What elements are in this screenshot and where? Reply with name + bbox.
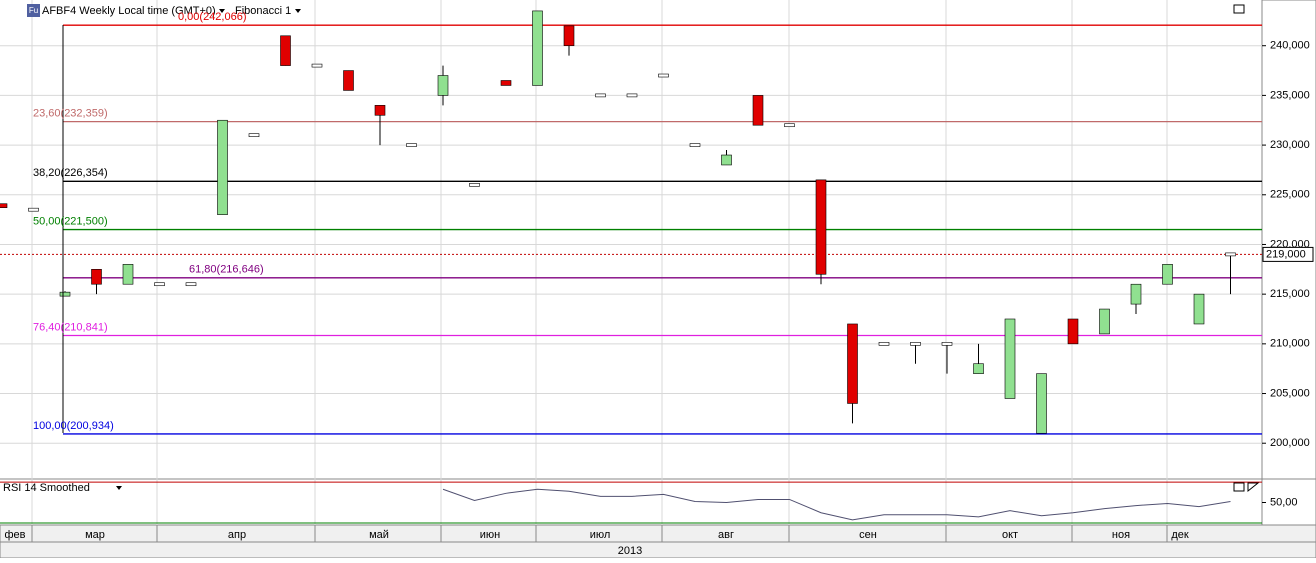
- maximize-button[interactable]: [1233, 4, 1245, 14]
- x-tick-label: мар: [85, 529, 105, 541]
- candle-body: [721, 154, 732, 166]
- rsi-title: RSI 14 Smoothed: [3, 482, 90, 494]
- candle-body: [248, 133, 260, 137]
- candle-body: [469, 183, 480, 187]
- candle-body: [784, 123, 795, 128]
- last-price-box: [1262, 246, 1314, 262]
- candle-body: [1162, 264, 1173, 285]
- candle-body: [28, 207, 39, 212]
- dropdown-arrow[interactable]: [295, 9, 301, 13]
- header-study[interactable]: Fibonacci 1: [235, 5, 291, 17]
- fib-label: 0,00(242,066): [178, 11, 247, 23]
- candle-body: [1225, 252, 1236, 257]
- y-tick-label: 205,000: [1270, 387, 1310, 399]
- x-tick-label: сен: [859, 529, 877, 541]
- y-tick-label: 240,000: [1270, 40, 1310, 52]
- x-tick-label: окт: [1002, 529, 1018, 541]
- candle-body: [59, 291, 71, 297]
- candle-body: [1004, 318, 1016, 399]
- price-axis: [1261, 0, 1316, 526]
- x-tick-label: июл: [590, 529, 611, 541]
- grid: [0, 0, 1262, 542]
- candle-body: [847, 323, 858, 404]
- candle-body: [217, 119, 228, 215]
- candle-body: [626, 93, 638, 98]
- candle-body: [500, 80, 512, 86]
- candle-body: [1130, 283, 1142, 305]
- header-title[interactable]: AFBF4 Weekly Local time (GMT+0): [42, 5, 216, 17]
- y-tick-label: 210,000: [1270, 338, 1310, 350]
- fib-label: 100,00(200,934): [33, 420, 114, 432]
- collapse-button[interactable]: [1247, 482, 1260, 493]
- candle-body: [154, 282, 165, 287]
- x-tick-label: дек: [1171, 529, 1189, 541]
- candle-body: [343, 70, 354, 91]
- rsi-line: [442, 488, 1231, 521]
- candle-body: [91, 269, 102, 285]
- candle-body: [0, 203, 8, 208]
- fib-label: 38,20(226,354): [33, 167, 108, 179]
- candle-body: [122, 264, 134, 285]
- candle-body: [374, 105, 386, 116]
- candle-body: [185, 282, 197, 287]
- candle-body: [878, 342, 890, 346]
- candle-body: [658, 73, 669, 78]
- maximize-button[interactable]: [1233, 482, 1245, 492]
- candle-body: [437, 75, 449, 96]
- candle-body: [1067, 318, 1079, 345]
- last-price-label: 219,000: [1266, 248, 1306, 260]
- x-tick-label: авг: [718, 529, 734, 541]
- candle-body: [595, 93, 606, 98]
- y-tick-label: 235,000: [1270, 89, 1310, 101]
- candle-body: [689, 143, 701, 147]
- candle-body: [973, 363, 984, 374]
- x-tick-label: май: [369, 529, 389, 541]
- fib-label: 61,80(216,646): [189, 264, 264, 276]
- y-tick-label: 225,000: [1270, 189, 1310, 201]
- candle-body: [311, 63, 323, 68]
- candle-body: [563, 25, 575, 47]
- y-tick-label: 215,000: [1270, 288, 1310, 300]
- candle-body: [910, 342, 921, 346]
- candle-body: [1193, 293, 1205, 325]
- candle-body: [406, 143, 417, 147]
- x-tick-label: ноя: [1112, 529, 1130, 541]
- candle-body: [1099, 308, 1110, 335]
- fib-label: 76,40(210,841): [33, 321, 108, 333]
- candle-body: [815, 179, 827, 275]
- dropdown-arrow[interactable]: [116, 486, 122, 490]
- y-tick-label: 200,000: [1270, 437, 1310, 449]
- plot: [0, 10, 1262, 524]
- candle-body: [752, 95, 764, 126]
- x-tick-label: фев: [4, 529, 25, 541]
- x-tick-label: апр: [228, 529, 246, 541]
- candle-body: [532, 10, 543, 86]
- candle-body: [280, 35, 291, 66]
- candle-body: [941, 342, 953, 346]
- icon: [27, 4, 40, 17]
- dropdown-arrow[interactable]: [219, 9, 225, 13]
- y-tick-label: 230,000: [1270, 139, 1310, 151]
- fib-label: 23,60(232,359): [33, 108, 108, 120]
- candle-body: [1036, 373, 1047, 434]
- icon-label: Fu: [29, 6, 38, 15]
- x-tick-label: июн: [480, 529, 500, 541]
- y-tick-label: 50,00: [1270, 496, 1298, 508]
- year-label: 2013: [618, 545, 642, 557]
- fib-label: 50,00(221,500): [33, 215, 108, 227]
